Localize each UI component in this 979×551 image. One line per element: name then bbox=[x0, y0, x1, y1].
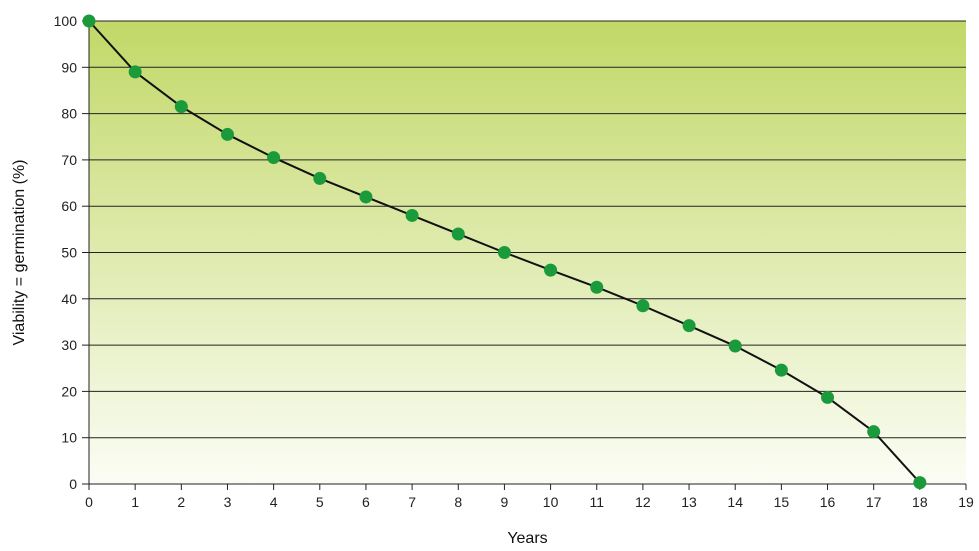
y-tick-label-70: 70 bbox=[61, 152, 77, 168]
x-tick-label-3: 3 bbox=[224, 494, 232, 510]
y-tick-label-30: 30 bbox=[61, 337, 77, 353]
y-tick-label-90: 90 bbox=[61, 59, 77, 75]
data-point-16 bbox=[821, 390, 835, 404]
data-point-3 bbox=[220, 127, 234, 141]
y-tick-label-80: 80 bbox=[61, 106, 77, 122]
y-tick-label-10: 10 bbox=[61, 430, 77, 446]
data-point-9 bbox=[497, 246, 511, 259]
y-axis-ticks: 0 10 20 30 40 50 60 70 80 90 100 bbox=[54, 13, 89, 492]
data-point-8 bbox=[451, 227, 465, 241]
x-tick-label-16: 16 bbox=[820, 494, 836, 510]
x-tick-label-8: 8 bbox=[454, 494, 462, 510]
x-tick-label-13: 13 bbox=[681, 494, 697, 510]
x-axis-title: Years bbox=[507, 530, 547, 547]
data-point-5 bbox=[313, 171, 327, 185]
x-tick-label-2: 2 bbox=[177, 494, 185, 510]
data-point-7 bbox=[405, 208, 419, 222]
x-tick-label-19: 19 bbox=[958, 494, 974, 510]
data-point-14 bbox=[728, 339, 742, 353]
data-point-4 bbox=[267, 151, 281, 165]
data-point-12 bbox=[636, 299, 650, 313]
x-tick-label-7: 7 bbox=[408, 494, 416, 510]
data-point-10 bbox=[544, 263, 558, 277]
x-tick-label-15: 15 bbox=[774, 494, 790, 510]
data-point-1 bbox=[128, 65, 142, 79]
x-tick-label-12: 12 bbox=[635, 494, 651, 510]
data-point-6 bbox=[359, 190, 373, 204]
y-tick-label-100: 100 bbox=[54, 13, 78, 29]
x-tick-label-11: 11 bbox=[589, 494, 604, 510]
x-tick-label-9: 9 bbox=[501, 494, 509, 510]
x-tick-label-17: 17 bbox=[866, 494, 882, 510]
x-tick-label-1: 1 bbox=[131, 494, 139, 510]
y-tick-label-20: 20 bbox=[61, 383, 77, 399]
x-tick-label-10: 10 bbox=[543, 494, 559, 510]
y-tick-label-0: 0 bbox=[69, 476, 77, 492]
x-tick-label-18: 18 bbox=[912, 494, 928, 510]
data-point-15 bbox=[774, 363, 788, 377]
data-point-17 bbox=[867, 425, 881, 439]
x-tick-label-0: 0 bbox=[85, 494, 93, 510]
x-axis-ticks: 0 1 2 3 4 5 6 7 8 9 10 11 12 13 14 15 16 17 18 19 bbox=[85, 484, 974, 510]
y-tick-label-40: 40 bbox=[61, 291, 77, 307]
y-tick-label-60: 60 bbox=[61, 198, 77, 214]
x-tick-label-5: 5 bbox=[316, 494, 324, 510]
data-point-11 bbox=[590, 280, 604, 294]
data-point-2 bbox=[174, 100, 188, 114]
data-point-13 bbox=[682, 319, 696, 333]
series-group bbox=[82, 14, 927, 490]
x-tick-label-14: 14 bbox=[727, 494, 743, 510]
data-point-0 bbox=[82, 14, 96, 28]
data-point-18 bbox=[913, 476, 927, 490]
gridlines bbox=[89, 20, 966, 439]
y-tick-label-50: 50 bbox=[61, 245, 77, 261]
x-tick-label-6: 6 bbox=[362, 494, 370, 510]
x-tick-label-4: 4 bbox=[270, 494, 278, 510]
y-axis-title: Viability = germination (%) bbox=[11, 159, 28, 345]
